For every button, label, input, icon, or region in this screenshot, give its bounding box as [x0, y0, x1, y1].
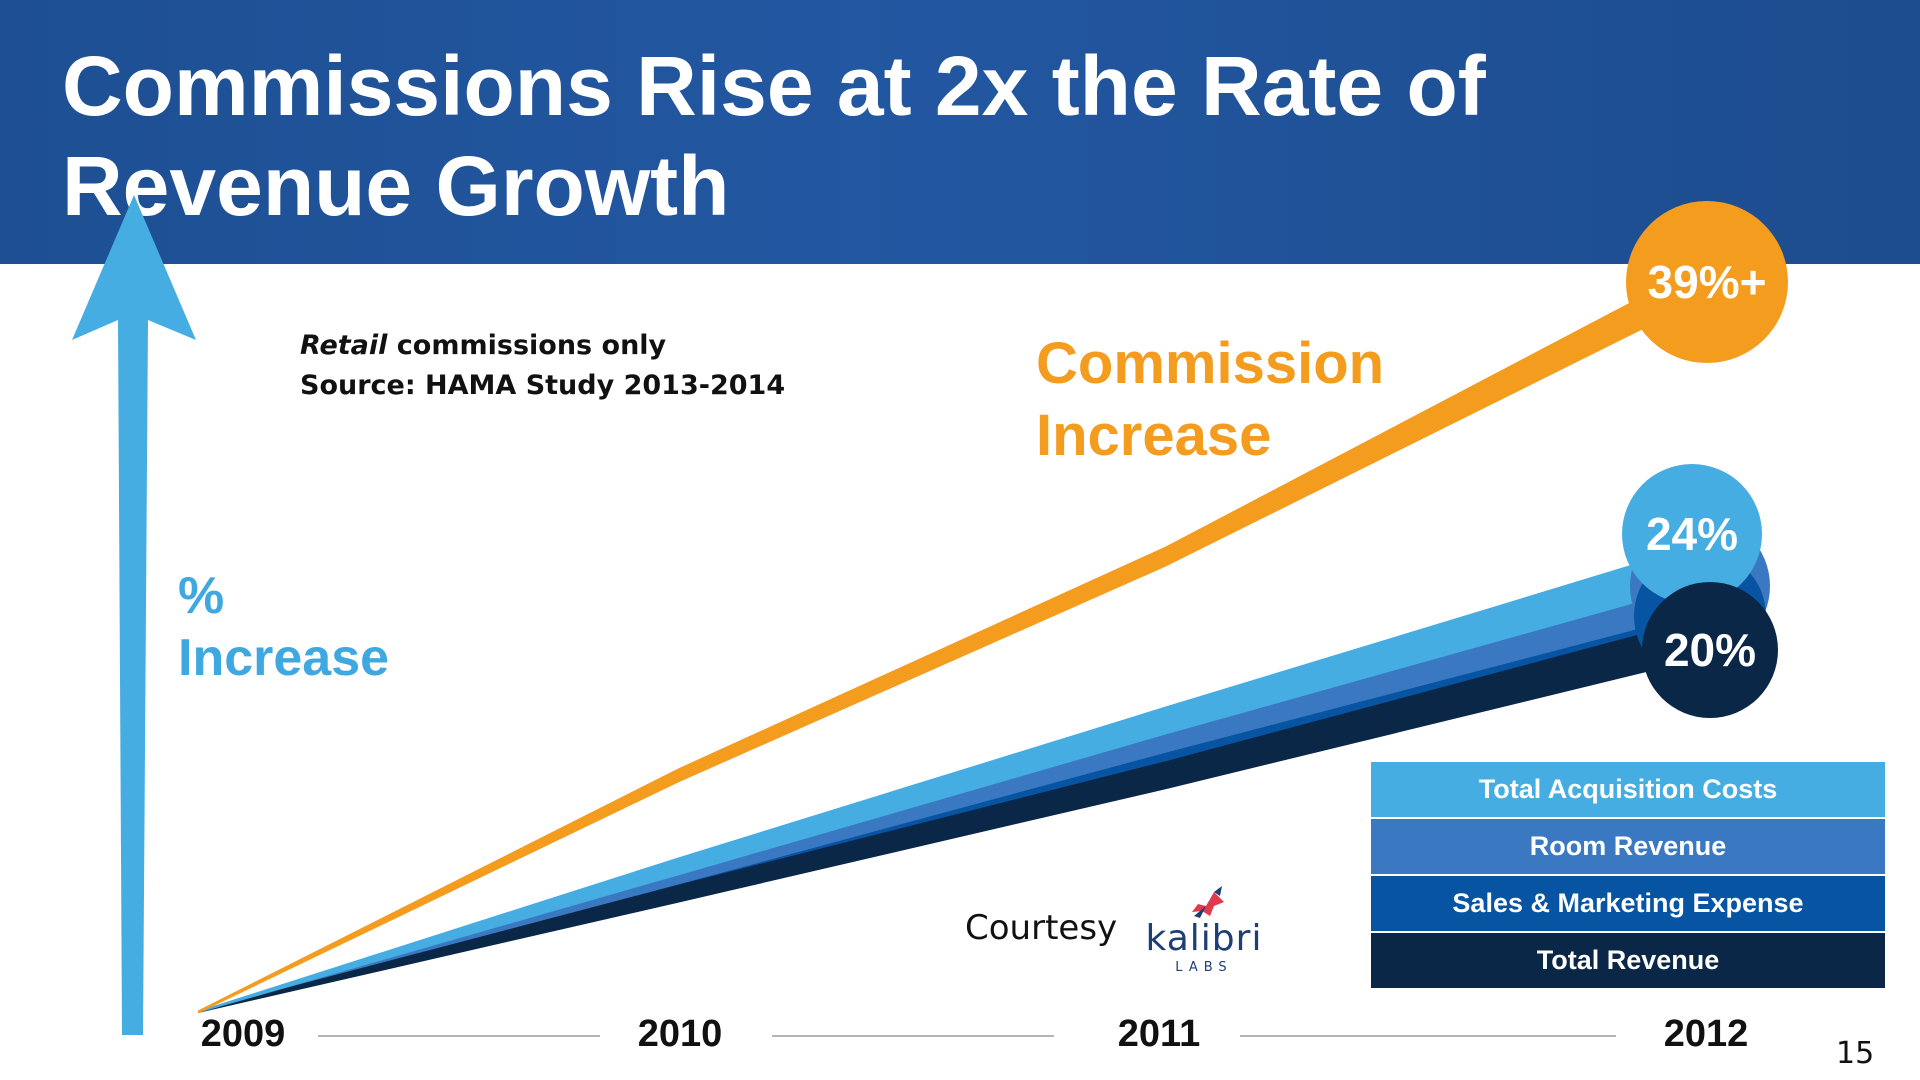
note-retail: Retail commissions only: [300, 326, 785, 366]
legend-item-sales-marketing-expense: Sales & Marketing Expense: [1371, 876, 1885, 931]
x-tick-2012: 2012: [1664, 1013, 1749, 1055]
point-total-acquisition-costs-2010: [679, 866, 680, 867]
end-label-total-acquisition-costs: 24%: [1646, 508, 1738, 560]
y-axis-label-line-1: %: [178, 567, 225, 625]
title-line-1: Commissions Rise at 2x the Rate of: [62, 39, 1486, 133]
legend-item-total-revenue: Total Revenue: [1371, 933, 1885, 988]
chart-note: Retail commissions only Source: HAMA Stu…: [300, 326, 785, 406]
note-italic: Retail: [300, 330, 388, 361]
end-label-total-revenue: 20%: [1664, 624, 1756, 676]
note-rest: commissions only: [387, 330, 667, 361]
x-tick-2011: 2011: [1118, 1013, 1200, 1055]
point-commission-increase-2009: [198, 1012, 199, 1013]
point-total-revenue-2011: [1166, 775, 1167, 776]
end-bubble-total-revenue: [1642, 582, 1778, 718]
title-line-2: Revenue Growth: [62, 139, 730, 233]
end-bubble-commission-increase: [1626, 201, 1788, 363]
legend: Total Acquisition Costs Room Revenue Sales…: [1371, 762, 1885, 990]
source-note: Source: HAMA Study 2013-2014: [300, 370, 786, 401]
end-bubble-total-acquisition-costs: [1622, 464, 1762, 604]
y-axis-label: % Increase: [178, 565, 389, 689]
point-commission-increase-2010: [679, 775, 680, 776]
page-number: 15: [1836, 1036, 1875, 1071]
logo-word: kalibri: [1145, 918, 1263, 959]
x-tick-2010: 2010: [638, 1013, 723, 1055]
x-tick-2009: 2009: [201, 1013, 286, 1055]
point-room-revenue-2011: [1166, 738, 1167, 739]
commission-label-line-2: Increase: [1036, 403, 1272, 468]
kalibri-logo: kalibri LABS: [1144, 884, 1264, 975]
legend-item-total-acquisition-costs: Total Acquisition Costs: [1371, 762, 1885, 817]
point-sales-marketing-expense-2011: [1166, 756, 1167, 757]
courtesy-text: Courtesy: [965, 908, 1118, 948]
series-total-revenue: [198, 627, 1665, 1013]
y-axis-label-line-2: Increase: [178, 629, 390, 687]
point-total-acquisition-costs-2011: [1166, 720, 1167, 721]
y-axis-arrow: [72, 195, 196, 1035]
commission-series-label: Commission Increase: [1036, 328, 1384, 472]
point-total-revenue-2010: [679, 893, 680, 894]
legend-item-room-revenue: Room Revenue: [1371, 819, 1885, 874]
point-commission-increase-2011: [1166, 556, 1167, 557]
header-banner: Commissions Rise at 2x the Rate of Reven…: [0, 0, 1920, 264]
series-total-acquisition-costs: [198, 554, 1665, 1013]
end-label-commission-increase: 39%+: [1648, 256, 1767, 308]
commission-label-line-1: Commission: [1036, 331, 1385, 396]
hummingbird-icon: [1192, 886, 1224, 918]
series-commission-increase: [198, 284, 1665, 1014]
page-title: Commissions Rise at 2x the Rate of Reven…: [62, 36, 1662, 236]
logo-sub: LABS: [1175, 960, 1233, 975]
